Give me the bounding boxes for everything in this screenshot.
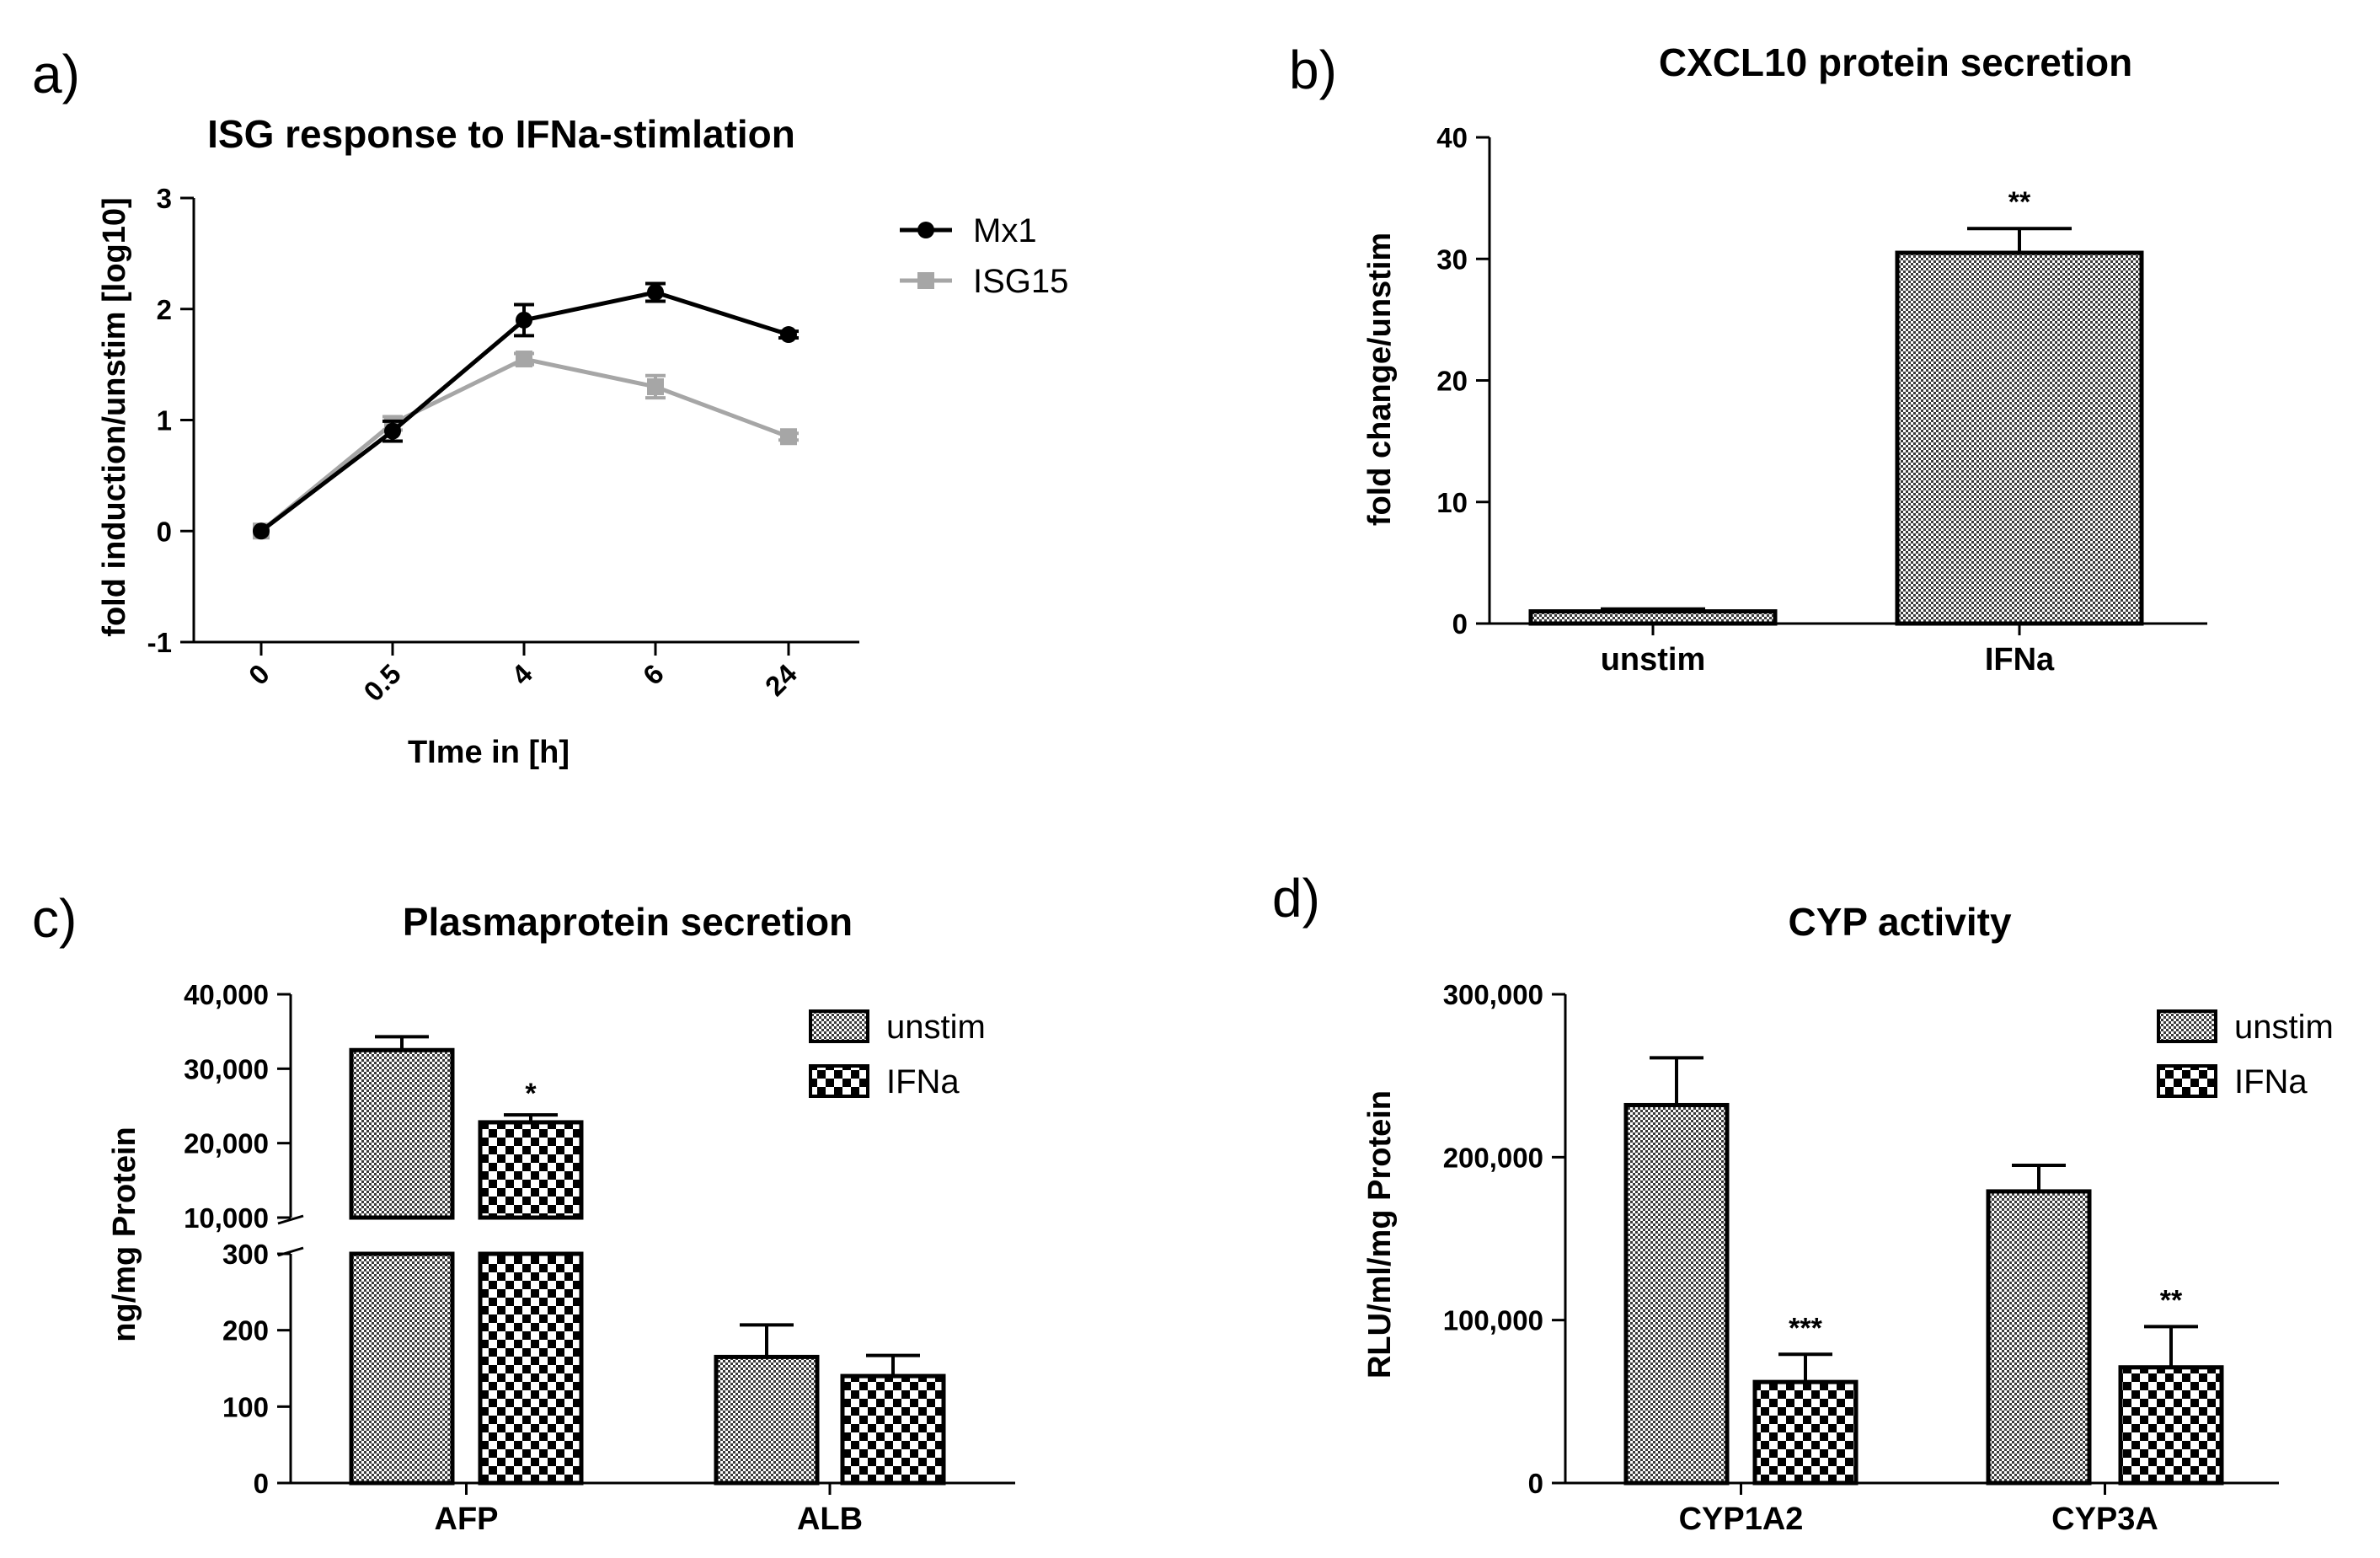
panel-c-ytick-label: 20,000: [184, 1128, 269, 1159]
panel-d-legend-swatch-ifna: [2157, 1064, 2217, 1098]
panel-a-point-isg15: [516, 351, 532, 368]
panel-c-bar-afp-ifna-lower: [478, 1251, 584, 1486]
panel-b-ylabel: fold change/unstim: [1362, 233, 1398, 526]
panel-c-legend-swatch-unstim: [809, 1009, 869, 1043]
panel-a-ytick-label: -1: [147, 627, 172, 658]
panel-b-ytick-label: 30: [1436, 244, 1468, 275]
panel-a-xtick-label: 0: [243, 658, 275, 691]
panel-a-line-chart: ISG response to IFNa-stimlation fold ind…: [97, 112, 1068, 770]
panel-d-bar-cyp3a-unstim: [1986, 1189, 2092, 1486]
panel-c-bar-alb-unstim: [714, 1354, 820, 1486]
panel-b-ytick-label: 20: [1436, 366, 1468, 397]
panel-c-significance: *: [525, 1078, 537, 1110]
panel-c-ytick-label: 30,000: [184, 1053, 269, 1084]
panel-b-ytick-label: 0: [1452, 608, 1468, 640]
panel-c-xtick-label: ALB: [797, 1502, 863, 1537]
panel-c-legend-label-unstim: unstim: [886, 1009, 986, 1046]
panel-c-axis-break-top: [277, 1214, 304, 1225]
panel-a-point-mx1: [647, 283, 664, 301]
panel-b-bar-chart: CXCL10 protein secretion fold change/uns…: [1362, 40, 2207, 677]
panel-c-legend-label-ifna: IFNa: [886, 1063, 960, 1100]
panel-d-legend-swatch-unstim: [2157, 1009, 2217, 1043]
panel-a-ylabel: fold induction/unstim [log10]: [97, 197, 132, 636]
panel-a-xtick-label: 0.5: [357, 658, 407, 708]
panel-c-legend-swatch-ifna: [809, 1064, 869, 1098]
panel-a-point-isg15: [647, 377, 664, 395]
panel-b-title: CXCL10 protein secretion: [1659, 40, 2132, 84]
panel-a-xtick-label: 6: [637, 658, 670, 691]
panel-a-legend-label-isg15: ISG15: [973, 263, 1068, 300]
panel-c-ytick-label: 300: [222, 1239, 269, 1270]
panel-d-bar-cyp1a2-unstim: [1623, 1102, 1730, 1486]
panel-c-ytick-label: 40,000: [184, 979, 269, 1010]
panel-d-ylabel: RLU/ml/mg Protein: [1362, 1090, 1398, 1379]
panel-a-xtick-label: 4: [505, 657, 539, 691]
panel-c-ytick-label: 100: [222, 1391, 269, 1422]
panel-a-point-mx1: [780, 326, 797, 344]
panel-b-xtick-label: IFNa: [1985, 642, 2055, 677]
panel-c-bar-afp-unstim-lower: [349, 1251, 455, 1486]
panel-c-bar-alb-ifna: [840, 1373, 946, 1486]
panel-a-legend-marker-mx1: [917, 222, 934, 238]
panel-d-legend-label-ifna: IFNa: [2234, 1063, 2308, 1100]
panel-d-ytick-label: 100,000: [1443, 1305, 1543, 1336]
panel-a-point-mx1: [253, 522, 270, 540]
panel-d-title: CYP activity: [1788, 900, 2011, 944]
panel-c-ylabel: ng/mg Protein: [107, 1127, 142, 1341]
panel-a-point-isg15: [780, 428, 797, 446]
panel-d-xtick-label: CYP1A2: [1679, 1502, 1804, 1537]
panel-a-point-mx1: [384, 422, 401, 440]
panel-a-xtick-label: 24: [759, 657, 804, 702]
panel-letter-b: b): [1289, 40, 1337, 100]
panel-a-xlabel: TIme in [h]: [408, 735, 570, 770]
panel-letter-a: a): [32, 44, 80, 104]
panel-d-xtick-label: CYP3A: [2051, 1502, 2158, 1537]
panel-d-bar-cyp1a2-ifna: [1752, 1379, 1859, 1486]
panel-d-ytick-label: 200,000: [1443, 1142, 1543, 1173]
panel-b-bar-ifna: [1895, 250, 2144, 626]
panel-a-ytick-label: 0: [157, 516, 172, 547]
panel-d-ytick-label: 300,000: [1443, 979, 1543, 1010]
panel-a-legend-marker-isg15: [917, 272, 934, 289]
panel-d-significance: **: [2160, 1284, 2183, 1316]
panel-b-ytick-label: 10: [1436, 487, 1468, 518]
panel-c-ytick-label: 10,000: [184, 1202, 269, 1234]
panel-c-bar-chart: Plasmaprotein secretion ng/mg Protein 0 1…: [107, 900, 1015, 1537]
panel-c-title: Plasmaprotein secretion: [403, 900, 853, 944]
panel-a-legend-label-mx1: Mx1: [973, 212, 1037, 249]
panel-c-xtick-label: AFP: [435, 1502, 499, 1537]
panel-c-bar-afp-ifna-upper: [478, 1120, 584, 1220]
panel-d-significance: ***: [1789, 1312, 1822, 1344]
panel-d-bar-chart: CYP activity RLU/ml/mg Protein 0 100,000 2…: [1362, 900, 2334, 1537]
panel-b-bar-unstim: [1528, 609, 1778, 626]
panel-c-ytick-label: 200: [222, 1315, 269, 1347]
panel-a-point-mx1: [516, 311, 532, 329]
panel-a-ytick-label: 3: [157, 183, 172, 214]
panel-a-ytick-label: 2: [157, 294, 172, 325]
panel-d-ytick-label: 0: [1528, 1468, 1543, 1499]
panel-d-bar-cyp3a-ifna: [2118, 1365, 2224, 1486]
panel-letter-d: d): [1272, 868, 1320, 929]
panel-d-legend-label-unstim: unstim: [2234, 1009, 2334, 1046]
panel-c-ytick-label: 0: [254, 1468, 269, 1499]
panel-b-xtick-label: unstim: [1601, 642, 1706, 677]
panel-a-line-isg15: [259, 356, 789, 533]
panel-c-bar-afp-unstim-upper: [349, 1047, 455, 1220]
panel-a-title: ISG response to IFNa-stimlation: [207, 112, 795, 156]
panel-a-ytick-label: 1: [157, 405, 172, 436]
panel-b-significance: **: [2008, 186, 2031, 218]
panel-letter-c: c): [32, 888, 77, 949]
panel-b-ytick-label: 40: [1436, 122, 1468, 153]
